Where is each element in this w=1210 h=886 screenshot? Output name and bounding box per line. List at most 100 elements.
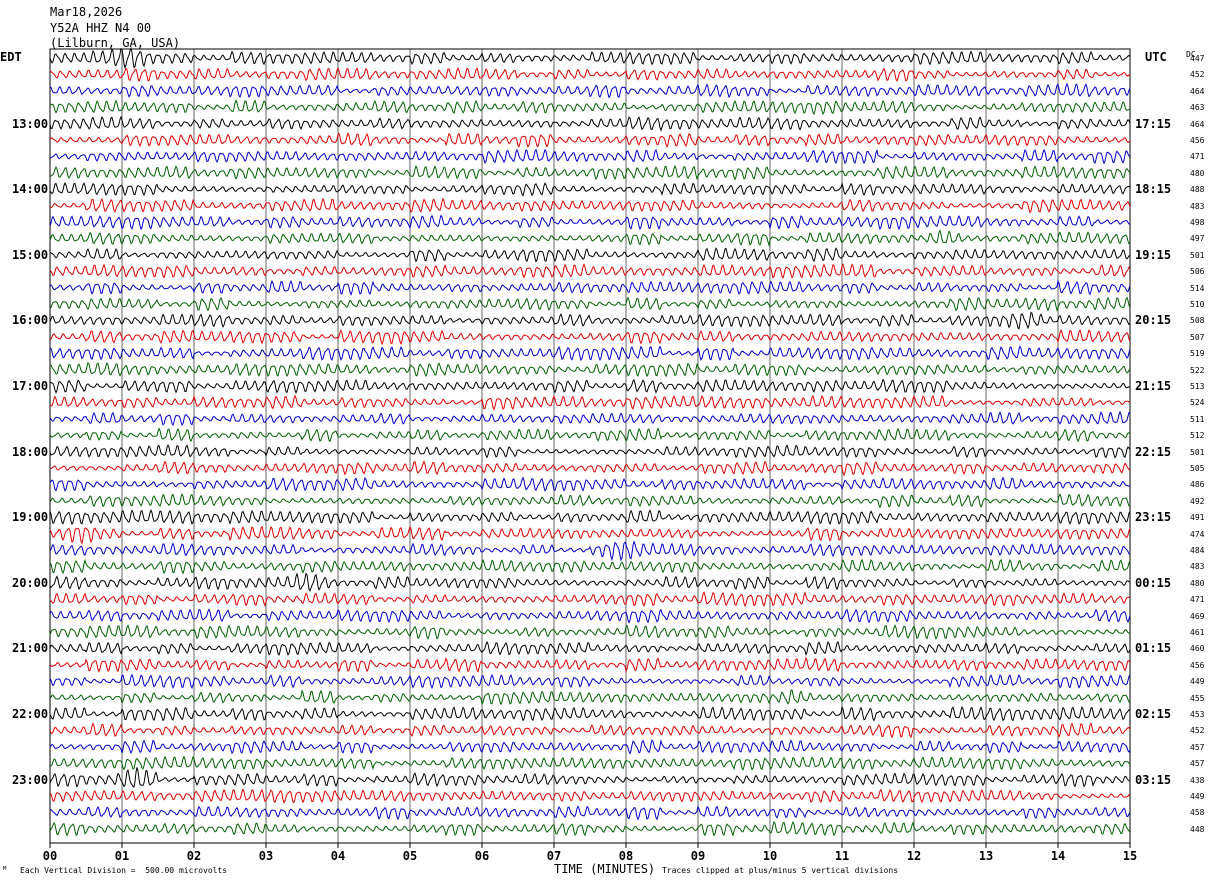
dc-offset-value: 455 xyxy=(1190,693,1205,703)
dc-offset-value: 471 xyxy=(1190,152,1205,162)
seismic-trace xyxy=(49,508,1131,526)
seismic-trace xyxy=(49,722,1131,739)
dc-offset-value: 452 xyxy=(1190,70,1205,80)
dc-offset-value: 447 xyxy=(1190,54,1205,63)
seismic-trace xyxy=(49,427,1131,443)
dc-offset-value: 501 xyxy=(1190,250,1205,260)
dc-offset-value: 522 xyxy=(1190,365,1205,375)
station-code: Y52A HHZ N4 00 xyxy=(50,21,152,35)
seismic-trace xyxy=(49,788,1131,804)
seismic-trace xyxy=(49,755,1131,771)
seismic-trace xyxy=(49,296,1131,312)
seismic-trace xyxy=(49,181,1131,197)
right-hour-label: 00:15 xyxy=(1135,575,1172,590)
right-hour-label: 02:15 xyxy=(1135,707,1172,721)
dc-offset-header: DC xyxy=(1186,50,1196,59)
x-tick-label: 13 xyxy=(979,849,993,863)
dc-offset-value: 471 xyxy=(1190,595,1205,605)
dc-offset-value: 488 xyxy=(1190,185,1205,195)
small-mark-icon: ᴹ xyxy=(2,866,8,876)
left-hour-label: 14:00 xyxy=(12,182,49,197)
x-axis-title: TIME (MINUTES) xyxy=(554,862,656,876)
x-tick-label: 14 xyxy=(1051,849,1065,863)
left-hour-label: 15:00 xyxy=(12,247,49,262)
dc-offset-value: 464 xyxy=(1190,86,1205,96)
seismic-trace xyxy=(49,148,1131,165)
clip-note: Traces clipped at plus/minus 5 vertical … xyxy=(662,866,899,875)
seismic-trace xyxy=(49,378,1131,395)
seismic-trace xyxy=(49,197,1131,214)
dc-offset-value: 508 xyxy=(1190,316,1205,326)
seismic-trace xyxy=(49,263,1131,279)
dc-offset-value: 463 xyxy=(1190,103,1205,113)
dc-offset-value: 505 xyxy=(1190,464,1205,473)
seismic-trace xyxy=(49,132,1131,149)
x-tick-label: 11 xyxy=(835,849,849,863)
seismic-trace xyxy=(49,558,1131,575)
seismic-trace xyxy=(49,229,1131,247)
x-tick-label: 03 xyxy=(259,849,273,863)
dc-offset-value: 486 xyxy=(1190,480,1205,490)
dc-offset-value: 449 xyxy=(1190,792,1205,801)
seismic-trace xyxy=(49,443,1131,459)
dc-offset-value: 512 xyxy=(1190,431,1205,441)
dc-offset-value: 456 xyxy=(1190,136,1205,145)
trace-group xyxy=(49,46,1131,837)
x-tick-label: 06 xyxy=(475,849,489,863)
seismic-trace xyxy=(49,805,1131,821)
seismic-trace xyxy=(49,214,1130,231)
x-tick-label: 12 xyxy=(907,849,921,863)
seismic-trace xyxy=(49,820,1131,837)
left-hour-label: 13:00 xyxy=(12,116,49,131)
seismic-trace xyxy=(49,476,1131,492)
right-hour-label: 03:15 xyxy=(1135,772,1172,787)
seismic-trace xyxy=(49,540,1131,562)
right-hour-label: 17:15 xyxy=(1135,116,1172,131)
seismic-trace xyxy=(49,67,1131,83)
dc-offset-value: 492 xyxy=(1190,496,1205,506)
right-hour-label: 18:15 xyxy=(1135,182,1172,197)
right-hour-label: 23:15 xyxy=(1135,510,1172,525)
seismic-trace xyxy=(49,739,1131,755)
seismic-trace xyxy=(49,410,1131,427)
x-tick-label: 07 xyxy=(547,849,561,863)
seismic-trace xyxy=(49,82,1131,99)
dc-offset-value: 452 xyxy=(1190,726,1205,736)
right-hour-label: 22:15 xyxy=(1135,444,1172,459)
dc-offset-value: 491 xyxy=(1190,513,1205,523)
left-timezone-label: EDT xyxy=(0,50,22,64)
left-hour-label: 22:00 xyxy=(12,707,49,721)
x-tick-label: 09 xyxy=(691,849,705,863)
dc-offset-value: 456 xyxy=(1190,660,1205,670)
right-hour-label: 19:15 xyxy=(1135,247,1172,262)
x-tick-label: 02 xyxy=(187,849,201,863)
seismic-trace xyxy=(49,591,1131,608)
dc-offset-value: 483 xyxy=(1190,201,1205,211)
x-tick-label: 15 xyxy=(1123,849,1137,863)
seismic-trace xyxy=(49,115,1131,132)
left-hour-label: 20:00 xyxy=(12,575,49,590)
dc-offset-value: 457 xyxy=(1190,759,1205,769)
dc-offset-value: 483 xyxy=(1190,562,1205,572)
dc-offset-value: 448 xyxy=(1190,824,1205,834)
seismic-trace xyxy=(49,656,1131,673)
seismic-trace xyxy=(49,572,1131,592)
dc-offset-value: 469 xyxy=(1190,611,1205,621)
dc-offset-value: 461 xyxy=(1190,628,1205,637)
right-hour-label: 21:15 xyxy=(1135,379,1172,393)
dc-offset-value: 438 xyxy=(1190,775,1205,785)
dc-offset-value: 497 xyxy=(1190,234,1205,244)
dc-offset-value: 524 xyxy=(1190,398,1205,408)
left-hour-label: 17:00 xyxy=(12,379,49,393)
right-timezone-label: UTC xyxy=(1145,50,1167,64)
dc-offset-value: 506 xyxy=(1190,267,1205,277)
seismic-trace xyxy=(49,361,1131,378)
x-tick-label: 10 xyxy=(763,849,777,863)
seismic-trace xyxy=(49,247,1131,263)
seismic-trace xyxy=(49,492,1131,509)
x-tick-label: 00 xyxy=(43,849,57,863)
dc-offset-value: 457 xyxy=(1190,742,1205,752)
right-hour-label: 01:15 xyxy=(1135,641,1172,656)
seismic-trace xyxy=(49,525,1131,545)
